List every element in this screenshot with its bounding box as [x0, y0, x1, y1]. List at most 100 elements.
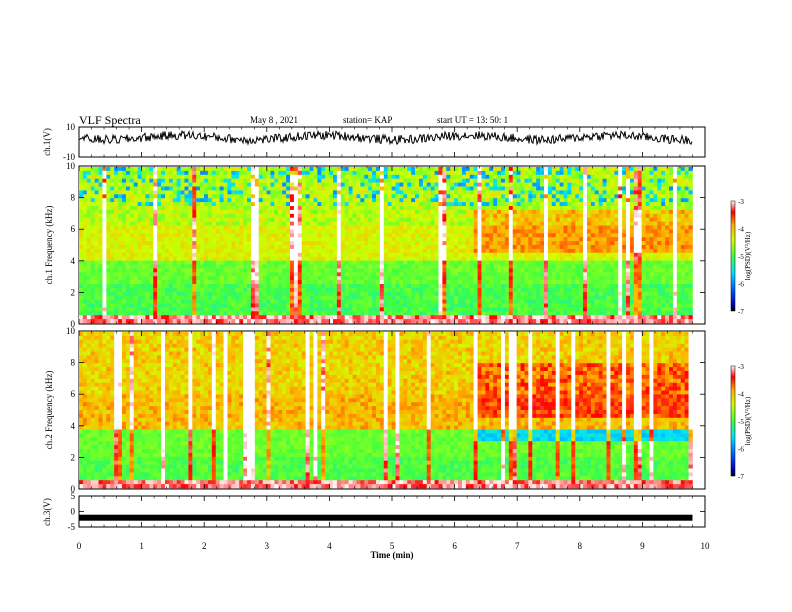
- spectrogram-cell: [332, 252, 338, 257]
- spectrogram-cell: [274, 221, 279, 226]
- spectrogram-cell: [551, 248, 557, 254]
- spectrogram-cell: [340, 194, 346, 199]
- spectrogram-cell: [555, 311, 560, 316]
- spectrogram-cell: [375, 295, 381, 300]
- spectrogram-cell: [543, 206, 549, 211]
- spectrogram-cell: [555, 206, 560, 211]
- spectrogram-cell: [211, 194, 217, 199]
- spectrogram-cell: [102, 178, 107, 183]
- spectrogram-cell: [98, 198, 103, 203]
- spectrogram-cell: [98, 287, 103, 293]
- spectrogram-cell: [204, 280, 209, 285]
- spectrogram-cell: [383, 260, 388, 265]
- spectrogram-cell: [90, 217, 95, 222]
- spectrogram-cell: [383, 194, 388, 199]
- spectrogram-cell: [501, 307, 506, 312]
- spectrogram-cell: [391, 248, 396, 254]
- spectrogram-cell: [313, 217, 318, 222]
- spectrogram-cell: [204, 170, 209, 176]
- spectrogram-cell: [102, 167, 107, 172]
- spectrogram-cell: [223, 202, 228, 207]
- spectrogram-cell: [540, 241, 545, 246]
- spectrogram-cell: [524, 311, 529, 316]
- spectrogram-cell: [508, 237, 514, 242]
- spectrogram-cell: [555, 280, 560, 285]
- spectrogram-cell: [329, 284, 334, 289]
- spectrogram-cell: [168, 299, 174, 304]
- spectrogram-cell: [157, 213, 162, 218]
- spectrogram-cell: [247, 233, 252, 238]
- spectrogram-cell: [430, 167, 435, 172]
- spectrogram-cell: [297, 190, 303, 195]
- spectrogram-cell: [379, 209, 385, 215]
- spectrogram-cell: [133, 311, 138, 316]
- spectrogram-cell: [164, 264, 170, 269]
- spectrogram-cell: [528, 284, 533, 289]
- spectrogram-cell: [211, 186, 217, 191]
- spectrogram-cell: [196, 182, 201, 187]
- spectrogram-cell: [418, 276, 424, 281]
- spectrogram-cell: [94, 256, 99, 261]
- spectrogram-cell: [106, 229, 111, 234]
- spectrogram-cell: [235, 182, 240, 187]
- spectrogram-cell: [149, 276, 154, 281]
- spectrogram-cell: [247, 225, 252, 230]
- spectrogram-cell: [489, 202, 494, 207]
- spectrogram-cell: [157, 256, 162, 261]
- spectrogram-cell: [469, 206, 474, 211]
- spectrogram-cell: [290, 170, 295, 176]
- spectrogram-cell: [497, 256, 502, 261]
- spectrogram-cell: [258, 190, 263, 195]
- spectrogram-cell: [356, 241, 361, 246]
- spectrogram-cell: [305, 319, 310, 324]
- spectrogram-cell: [223, 319, 228, 324]
- spectrogram-cell: [356, 295, 361, 300]
- spectrogram-cell: [325, 284, 330, 289]
- spectrogram-cell: [305, 307, 310, 312]
- spectrogram-cell: [504, 182, 510, 187]
- spectrogram-cell: [309, 291, 314, 296]
- spectrogram-cell: [266, 280, 271, 285]
- spectrogram-cell: [360, 311, 365, 316]
- spectrogram-cell: [121, 260, 127, 265]
- spectrogram-cell: [493, 237, 498, 242]
- spectrogram-cell: [364, 311, 369, 316]
- spectrogram-cell: [551, 303, 557, 308]
- spectrogram-cell: [110, 264, 115, 269]
- spectrogram-cell: [90, 252, 95, 257]
- spectrogram-cell: [360, 237, 365, 242]
- spectrogram-cell: [149, 209, 154, 215]
- spectrogram-cell: [137, 287, 142, 293]
- spectrogram-cell: [497, 291, 502, 296]
- spectrogram-cell: [547, 280, 553, 285]
- spectrogram-cell: [332, 276, 338, 281]
- spectrogram-cell: [114, 170, 119, 176]
- spectrogram-cell: [196, 268, 201, 273]
- spectrogram-cell: [309, 248, 314, 254]
- spectrogram-cell: [278, 287, 283, 293]
- spectrogram-cell: [563, 202, 568, 207]
- spectrogram-cell: [286, 295, 291, 300]
- spectrogram-cell: [172, 319, 177, 324]
- spectrogram-cell: [536, 260, 541, 265]
- spectrogram-cell: [403, 315, 408, 320]
- spectrogram-cell: [227, 315, 232, 320]
- spectrogram-cell: [286, 248, 291, 254]
- spectrogram-cell: [227, 245, 232, 250]
- spectrogram-cell: [551, 272, 557, 277]
- spectrogram-cell: [512, 272, 517, 277]
- spectrogram-cell: [543, 202, 549, 207]
- spectrogram-cell: [477, 233, 482, 238]
- spectrogram-cell: [270, 190, 275, 195]
- spectrogram-cell: [329, 167, 334, 172]
- spectrogram-cell: [446, 237, 451, 242]
- spectrogram-cell: [90, 276, 95, 281]
- spectrogram-cell: [485, 217, 490, 222]
- spectrogram-cell: [332, 291, 338, 296]
- spectrogram-cell: [422, 307, 428, 312]
- spectrogram-cell: [309, 182, 314, 187]
- spectrogram-cell: [536, 280, 541, 285]
- spectrogram-cell: [332, 248, 338, 254]
- spectrogram-cell: [200, 252, 205, 257]
- spectrogram-cell: [86, 280, 92, 285]
